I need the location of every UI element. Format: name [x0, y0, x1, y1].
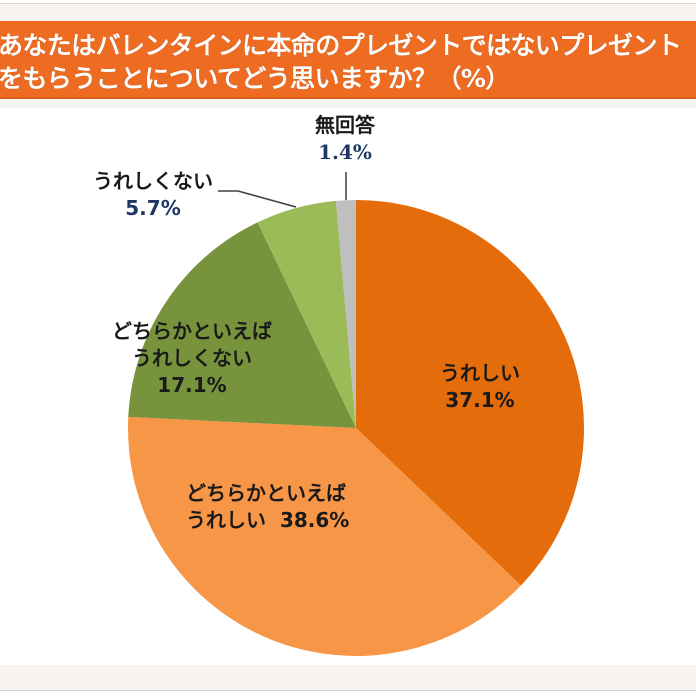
label-somewhat-happy-name2: うれしい: [186, 508, 266, 532]
label-somewhat-not-happy-pct: 17.1%: [157, 373, 227, 397]
label-somewhat-happy-pct: 38.6%: [279, 508, 350, 532]
chart-title-line-1: あなたはバレンタインに本命のプレゼントではないプレゼント: [0, 31, 682, 60]
slice-somewhat-happy: [127, 416, 521, 656]
label-no-answer: 無回答 1.4%: [300, 112, 390, 166]
label-no-answer-pct: 1.4%: [318, 140, 372, 164]
label-not-happy-name: うれしくない: [93, 169, 213, 193]
label-not-happy: うれしくない 5.7%: [78, 168, 228, 222]
slice-no-answer: [335, 200, 356, 428]
label-somewhat-happy: どちらかといえば うれしい 38.6%: [186, 480, 396, 534]
label-no-answer-name: 無回答: [315, 113, 375, 137]
label-somewhat-not-happy-name2: うれしくない: [132, 346, 252, 370]
top-band: [0, 4, 696, 21]
label-somewhat-not-happy-name1: どちらかといえば: [112, 319, 272, 343]
label-happy-pct: 37.1%: [445, 388, 515, 412]
label-somewhat-happy-line2: うれしい 38.6%: [186, 507, 396, 534]
top-border: [0, 0, 696, 4]
slice-happy: [356, 200, 584, 586]
label-somewhat-not-happy: どちらかといえば うれしくない 17.1%: [92, 318, 292, 399]
label-happy-name: うれしい: [440, 361, 520, 385]
bottom-band: [0, 665, 696, 691]
slice-not-happy: [257, 200, 356, 428]
header-bottom-band: [0, 99, 696, 108]
slice-somewhat-not-happy: [128, 222, 356, 428]
label-somewhat-happy-name1: どちらかといえば: [186, 481, 346, 505]
label-happy: うれしい 37.1%: [410, 360, 550, 414]
label-not-happy-pct: 5.7%: [125, 196, 181, 220]
leader-line-not-happy: [218, 190, 297, 208]
chart-title-banner: あなたはバレンタインに本命のプレゼントではないプレゼント をもらうことについてど…: [0, 21, 696, 99]
chart-title-line-2: をもらうことについてどう思いますか？（%）: [0, 64, 510, 93]
